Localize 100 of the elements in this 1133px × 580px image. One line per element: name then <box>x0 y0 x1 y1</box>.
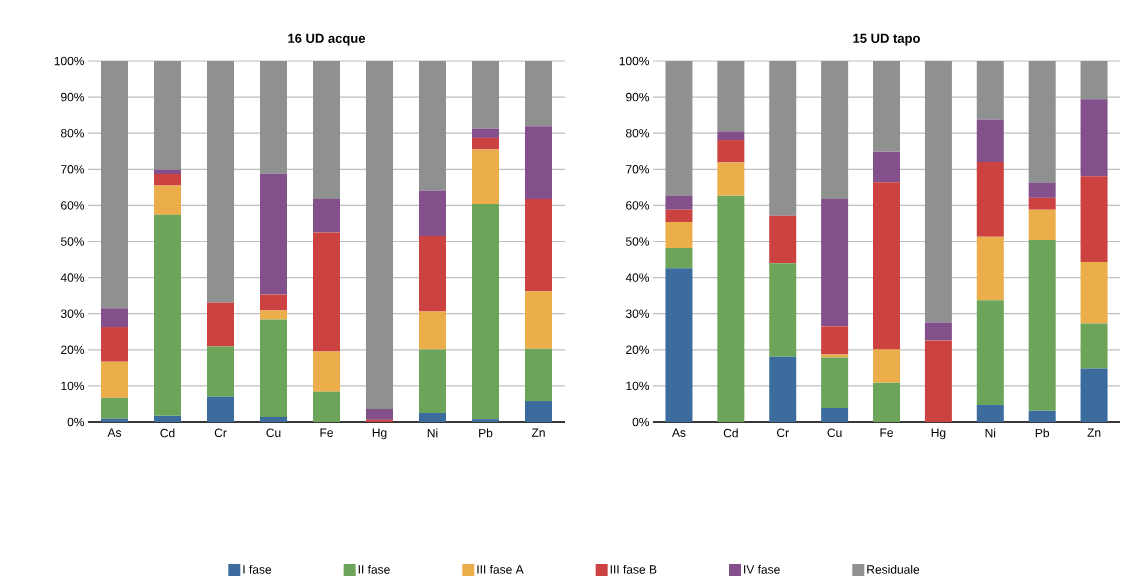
y-tick-label: 20% <box>61 345 85 355</box>
legend-label: IV fase <box>744 564 780 574</box>
bar <box>873 382 901 422</box>
bar <box>207 346 234 397</box>
bar <box>665 268 693 422</box>
legend-label: I fase <box>243 564 272 574</box>
bar <box>313 61 340 199</box>
bar <box>472 419 499 422</box>
y-tick-label: 20% <box>626 345 650 355</box>
bar <box>525 348 552 402</box>
bar <box>419 190 446 237</box>
x-tick-label: Ni <box>985 428 996 438</box>
y-tick-label: 0% <box>67 417 85 427</box>
legend-label: II fase <box>358 564 390 574</box>
bar <box>472 149 499 204</box>
bar <box>366 61 393 409</box>
x-tick-label: Cd <box>160 428 175 438</box>
bar <box>419 311 446 350</box>
bar <box>260 294 287 311</box>
bar <box>665 222 693 248</box>
x-tick-label: Hg <box>931 428 946 440</box>
bar <box>260 310 287 320</box>
y-tick-label: 60% <box>61 201 85 210</box>
bar <box>873 349 901 383</box>
bar <box>976 119 1004 163</box>
bar <box>976 236 1004 301</box>
bar <box>873 151 901 183</box>
bar <box>924 322 952 341</box>
x-tick-label: Ni <box>427 428 438 438</box>
bar <box>260 173 287 295</box>
chart-title: 15 UD tapo <box>853 33 920 46</box>
y-tick-label: 100% <box>54 56 85 66</box>
bar <box>924 340 952 422</box>
bar <box>207 396 234 422</box>
y-tick-label: 0% <box>632 417 650 427</box>
bar <box>821 326 849 355</box>
legend-label: III fase A <box>477 564 524 574</box>
y-tick-label: 100% <box>619 56 650 66</box>
x-tick-label: Cr <box>214 428 227 438</box>
bar <box>525 61 552 127</box>
x-tick-label: As <box>671 428 686 437</box>
bar <box>154 185 181 215</box>
bar <box>260 416 287 422</box>
y-tick-label: 50% <box>625 237 650 246</box>
bar <box>821 354 849 358</box>
bar <box>1028 240 1056 411</box>
x-tick-label: Pb <box>1035 428 1050 438</box>
x-tick-label: Cu <box>266 428 281 438</box>
bar <box>717 195 745 422</box>
bar <box>821 357 849 408</box>
x-tick-label: Cd <box>723 428 738 438</box>
y-tick-label: 70% <box>61 165 85 174</box>
y-tick-label: 10% <box>626 381 650 391</box>
y-tick-label: 60% <box>626 201 650 210</box>
x-tick-label: Hg <box>372 428 387 440</box>
bar <box>976 405 1004 422</box>
bar <box>665 209 693 222</box>
bar <box>976 162 1004 237</box>
bar <box>665 61 693 196</box>
bar <box>472 137 499 150</box>
bar <box>769 61 797 216</box>
bar <box>1080 99 1108 177</box>
chart-title: 16 UD acque <box>288 33 366 46</box>
bar <box>1028 197 1056 210</box>
y-tick-label: 40% <box>60 273 85 282</box>
bar <box>419 61 446 191</box>
x-tick-label: Cr <box>777 428 789 438</box>
bar <box>821 198 849 327</box>
bar <box>313 198 340 233</box>
bar <box>1028 182 1056 198</box>
bar <box>419 349 446 413</box>
bar <box>419 236 446 312</box>
x-tick-label: Pb <box>479 428 493 438</box>
bar <box>769 356 797 422</box>
bar <box>472 61 499 129</box>
bar <box>366 409 393 420</box>
bar <box>154 61 181 170</box>
bar <box>717 140 745 163</box>
bar <box>101 308 128 328</box>
y-tick-label: 30% <box>625 309 650 318</box>
y-tick-label: 80% <box>625 128 650 138</box>
bar <box>525 198 552 292</box>
bar <box>207 61 234 303</box>
y-tick-label: 10% <box>61 381 85 391</box>
bar <box>525 401 552 422</box>
bar <box>717 162 745 196</box>
x-tick-label: Fe <box>880 428 893 437</box>
legend-label: Residuale <box>867 564 920 574</box>
bar <box>1080 262 1108 324</box>
bar <box>101 418 128 422</box>
bar <box>101 397 128 419</box>
bar <box>873 61 901 152</box>
bar <box>472 128 499 138</box>
x-tick-label: Fe <box>320 428 333 437</box>
bar <box>154 173 181 186</box>
legend-label: III fase B <box>610 564 657 574</box>
bar <box>154 169 181 174</box>
bar <box>313 391 340 422</box>
bar <box>525 126 552 199</box>
bar <box>207 302 234 347</box>
